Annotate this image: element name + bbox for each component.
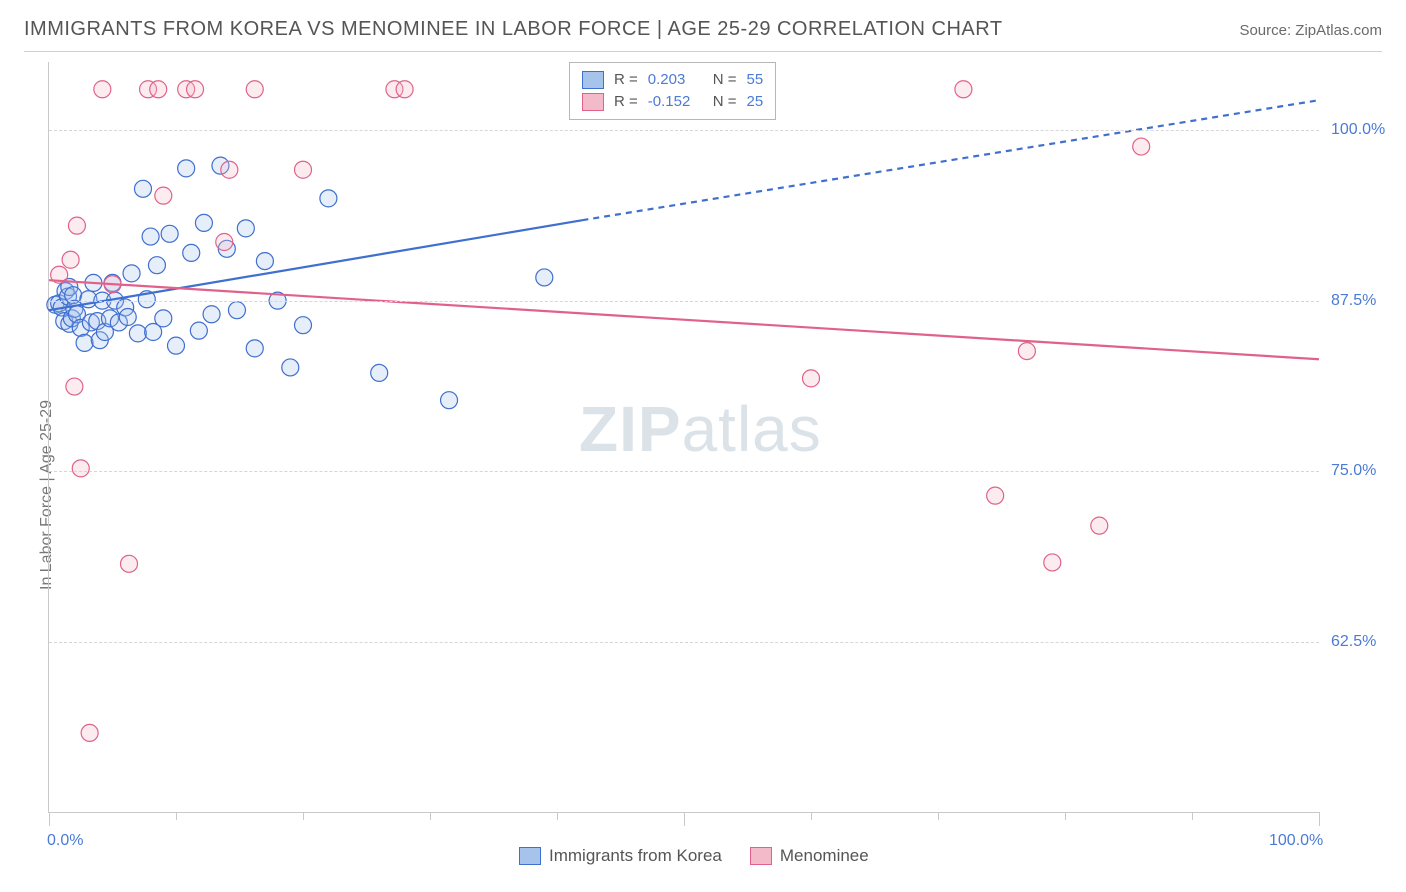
data-point-korea <box>203 306 220 323</box>
data-point-korea <box>129 325 146 342</box>
r-value: 0.203 <box>648 69 703 91</box>
data-point-menominee <box>803 370 820 387</box>
data-point-korea <box>320 190 337 207</box>
data-point-korea <box>256 253 273 270</box>
legend-swatch-korea <box>582 71 604 89</box>
data-point-korea <box>155 310 172 327</box>
y-tick-label: 100.0% <box>1331 121 1385 139</box>
x-tick-major <box>49 812 50 826</box>
chart-svg <box>49 62 1319 812</box>
y-gridline <box>49 130 1319 131</box>
y-tick-label: 75.0% <box>1331 462 1376 480</box>
data-point-menominee <box>121 555 138 572</box>
r-label: R = <box>614 91 638 113</box>
n-value: 55 <box>747 69 764 91</box>
legend-swatch-korea <box>519 847 541 865</box>
data-point-menominee <box>295 161 312 178</box>
data-point-korea <box>190 322 207 339</box>
y-tick-label: 62.5% <box>1331 633 1376 651</box>
data-point-korea <box>123 265 140 282</box>
data-point-menominee <box>66 378 83 395</box>
title-bar: IMMIGRANTS FROM KOREA VS MENOMINEE IN LA… <box>24 18 1382 52</box>
legend-swatch-menominee <box>750 847 772 865</box>
x-tick-major <box>684 812 685 826</box>
correlation-row-menominee: R = -0.152 N = 25 <box>582 91 763 113</box>
data-point-menominee <box>155 187 172 204</box>
x-tick-minor <box>176 812 177 820</box>
correlation-legend: R = 0.203 N = 55 R = -0.152 N = 25 <box>569 62 776 120</box>
data-point-menominee <box>955 81 972 98</box>
legend-label: Immigrants from Korea <box>549 846 722 866</box>
data-point-korea <box>134 180 151 197</box>
x-tick-minor <box>430 812 431 820</box>
data-point-korea <box>148 257 165 274</box>
data-point-korea <box>76 334 93 351</box>
data-point-korea <box>228 302 245 319</box>
data-point-menominee <box>72 460 89 477</box>
data-point-menominee <box>187 81 204 98</box>
data-point-menominee <box>62 251 79 268</box>
data-point-menominee <box>94 81 111 98</box>
x-tick-minor <box>1192 812 1193 820</box>
n-value: 25 <box>747 91 764 113</box>
x-tick-minor <box>811 812 812 820</box>
data-point-korea <box>536 269 553 286</box>
x-tick-label: 100.0% <box>1269 832 1323 850</box>
data-point-korea <box>119 309 136 326</box>
legend-item-korea: Immigrants from Korea <box>519 846 722 866</box>
data-point-korea <box>441 392 458 409</box>
r-label: R = <box>614 69 638 91</box>
x-tick-minor <box>303 812 304 820</box>
data-point-korea <box>282 359 299 376</box>
y-gridline <box>49 471 1319 472</box>
data-point-menominee <box>221 161 238 178</box>
y-gridline <box>49 301 1319 302</box>
plot-area: ZIPatlas R =0.203N =55R =-0.152N =25 62.… <box>48 62 1319 813</box>
data-point-korea <box>246 340 263 357</box>
data-point-menominee <box>246 81 263 98</box>
x-tick-minor <box>1065 812 1066 820</box>
data-point-korea <box>183 244 200 261</box>
n-label: N = <box>713 91 737 113</box>
x-tick-minor <box>938 812 939 820</box>
legend-swatch-menominee <box>582 93 604 111</box>
source-label: Source: ZipAtlas.com <box>1239 22 1382 39</box>
n-label: N = <box>713 69 737 91</box>
data-point-menominee <box>987 487 1004 504</box>
legend-label: Menominee <box>780 846 869 866</box>
data-point-menominee <box>1018 343 1035 360</box>
data-point-menominee <box>216 234 233 251</box>
y-gridline <box>49 642 1319 643</box>
data-point-korea <box>178 160 195 177</box>
data-point-korea <box>142 228 159 245</box>
data-point-menominee <box>396 81 413 98</box>
data-point-korea <box>371 364 388 381</box>
data-point-menominee <box>1133 138 1150 155</box>
y-tick-label: 87.5% <box>1331 292 1376 310</box>
chart-title: IMMIGRANTS FROM KOREA VS MENOMINEE IN LA… <box>24 18 1003 41</box>
data-point-menominee <box>1091 517 1108 534</box>
data-point-menominee <box>68 217 85 234</box>
r-value: -0.152 <box>648 91 703 113</box>
series-legend: Immigrants from Korea Menominee <box>519 846 869 866</box>
x-tick-major <box>1319 812 1320 826</box>
trend-line-menominee <box>49 280 1319 359</box>
data-point-korea <box>168 337 185 354</box>
data-point-menominee <box>1044 554 1061 571</box>
x-tick-label: 0.0% <box>47 832 83 850</box>
data-point-menominee <box>150 81 167 98</box>
data-point-korea <box>195 214 212 231</box>
data-point-menominee <box>81 724 98 741</box>
data-point-korea <box>295 317 312 334</box>
correlation-row-korea: R = 0.203 N = 55 <box>582 69 763 91</box>
data-point-korea <box>237 220 254 237</box>
legend-item-menominee: Menominee <box>750 846 869 866</box>
data-point-korea <box>161 225 178 242</box>
x-tick-minor <box>557 812 558 820</box>
